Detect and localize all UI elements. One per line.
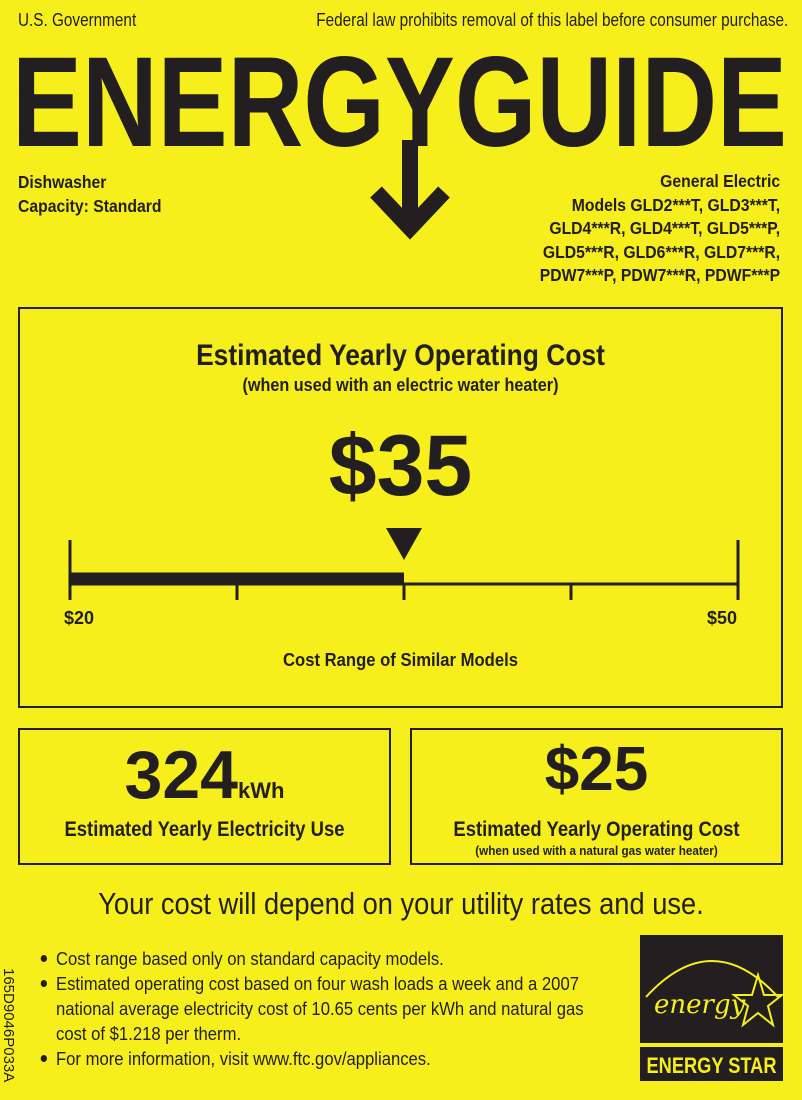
main-cost-box: Estimated Yearly Operating Cost (when us… bbox=[18, 307, 783, 708]
electricity-unit: kWh bbox=[238, 778, 285, 803]
range-caption: Cost Range of Similar Models bbox=[282, 649, 518, 670]
energy-star-label: ENERGY STAR bbox=[647, 1053, 777, 1078]
model-line: PDW7***P, PDW7***R, PDWF***P bbox=[539, 265, 780, 285]
gas-cost-sublabel: (when used with a natural gas water heat… bbox=[475, 843, 718, 858]
energy-script: energy bbox=[654, 990, 746, 1020]
electricity-value: 324 bbox=[124, 737, 238, 813]
energy-star-logo: energy ENERGY STAR bbox=[640, 935, 785, 1081]
main-cost-title: Estimated Yearly Operating Cost bbox=[196, 339, 605, 372]
model-line: Models GLD2***T, GLD3***T, bbox=[571, 194, 780, 215]
federal-law-notice: Federal law prohibits removal of this la… bbox=[316, 10, 788, 30]
model-line: GLD5***R, GLD6***R, GLD7***R, bbox=[542, 241, 780, 262]
footnotes-list: Cost range based only on standard capaci… bbox=[38, 946, 614, 1071]
us-government-label: U.S. Government bbox=[18, 10, 137, 30]
manufacturer: General Electric bbox=[660, 171, 780, 191]
down-arrow-icon bbox=[370, 140, 450, 240]
range-min-label: $20 bbox=[64, 608, 95, 628]
gas-cost-label: Estimated Yearly Operating Cost bbox=[453, 818, 740, 841]
energyguide-logo: ENERGYGUIDE bbox=[12, 40, 787, 240]
cost-marker-triangle bbox=[386, 528, 422, 560]
main-cost-subtitle: (when used with an electric water heater… bbox=[242, 375, 559, 395]
model-line: GLD4***R, GLD4***T, GLD5***P, bbox=[549, 218, 780, 238]
footnote: Cost range based only on standard capaci… bbox=[38, 946, 614, 971]
footnote: Estimated operating cost based on four w… bbox=[38, 971, 614, 1046]
side-code: 165D9046P033A bbox=[0, 968, 17, 1083]
electricity-label: Estimated Yearly Electricity Use bbox=[64, 818, 345, 841]
energyguide-wordmark: ENERGYGUIDE bbox=[12, 40, 787, 174]
main-cost-value: $35 bbox=[328, 418, 473, 514]
product-type: Dishwasher bbox=[18, 172, 107, 192]
gas-cost-value: $25 bbox=[544, 735, 649, 804]
footnote: For more information, visit www.ftc.gov/… bbox=[38, 1046, 614, 1071]
product-capacity: Capacity: Standard bbox=[18, 196, 162, 216]
disclaimer: Your cost will depend on your utility ra… bbox=[98, 886, 704, 921]
electricity-use-box: 324kWh Estimated Yearly Electricity Use bbox=[18, 728, 391, 865]
cost-range-scale bbox=[68, 528, 740, 600]
gas-cost-box: $25 Estimated Yearly Operating Cost (whe… bbox=[410, 728, 783, 865]
star-icon bbox=[731, 971, 785, 1028]
range-max-label: $50 bbox=[706, 608, 737, 628]
